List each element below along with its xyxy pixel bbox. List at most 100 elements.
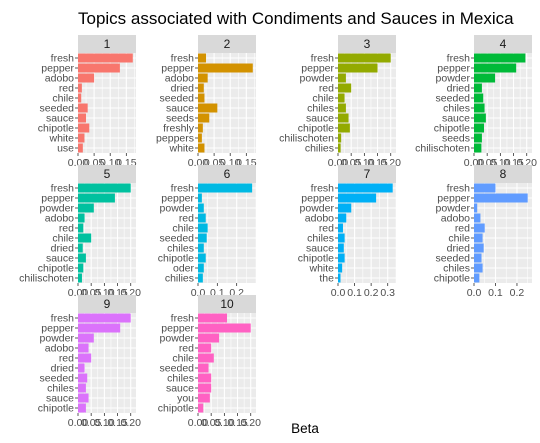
bar-pepper [338,193,377,203]
bar-pepper [78,193,115,203]
bar-pepper [78,323,121,333]
y-tick-label: adobo [45,73,74,85]
y-tick-label: pepper [437,63,470,75]
bar-sauce [338,113,349,123]
bar-chiles [198,243,204,253]
x-tick-label: 0.0 [467,287,482,299]
bar-fresh [78,313,131,323]
bar-chiles [474,103,485,113]
bar-chiles [474,263,483,273]
bar-sauce [78,113,87,123]
bar-fresh [198,183,253,193]
y-tick-label: adobo [45,213,74,225]
bar-pepper [198,63,253,73]
bar-chipotle [78,123,90,133]
y-tick-label: chipotle [434,273,470,285]
x-tick-label: 0.1 [347,287,362,299]
y-tick-label: powder [300,73,335,85]
x-tick-label: 0.2 [364,287,379,299]
x-tick-label: 0.0 [331,287,346,299]
x-tick-label: 0.10 [94,417,115,429]
bar-chile [474,233,483,243]
panel-strip [474,165,532,183]
bar-chipotle [78,263,84,273]
bar-use [78,143,83,153]
bar-red [78,83,82,93]
y-tick-label: dried [51,363,75,375]
panel-strip [338,35,396,53]
bar-chipotle [474,123,485,133]
y-tick-label: chile [52,93,74,105]
x-tick-label: 0.20 [121,417,142,429]
panel-4: 4 freshpepperpowderdriedseededchilessauce… [415,35,537,169]
bar-dried [474,83,482,93]
x-tick-label: 0.10 [214,417,235,429]
bar-pepper [78,63,120,73]
bar-powder [338,203,352,213]
y-tick-label: sauce [306,243,334,255]
bar-seeded [198,363,209,373]
panel-strip [474,35,532,53]
bar-pepper [198,193,202,203]
bar-adobo [338,213,347,223]
bar-red [198,343,212,353]
bar-powder [474,203,478,213]
y-tick-label: powder [436,73,471,85]
y-tick-label: chiles [167,373,194,385]
bar-sauce [78,253,86,263]
bar-pepper [338,63,378,73]
bar-powder [474,73,496,83]
bar-fresh [78,183,131,193]
bar-chipotle [474,273,480,283]
y-tick-label: dried [447,243,471,255]
chart-title: Topics associated with Condiments and Sa… [78,9,514,28]
bar-powder [198,333,220,343]
x-tick-label: 0.05 [81,417,102,429]
y-tick-label: chilischoten [19,273,74,285]
bar-chipotle [338,253,345,263]
bar-seeded [78,103,88,113]
panel-strip-label: 1 [104,37,111,51]
panel-strip [78,165,136,183]
bar-chile [338,93,345,103]
bar-fresh [338,183,393,193]
panel-strip-label: 6 [224,167,231,181]
y-tick-label: red [179,213,194,225]
bar-chilischoten [474,143,482,153]
y-tick-label: dried [447,83,471,95]
y-tick-label: red [455,223,470,235]
bar-adobo [78,213,85,223]
bar-seeded [474,93,484,103]
y-tick-label: fresh [311,53,335,65]
x-tick-label: 0.00 [188,417,209,429]
bar-powder [198,203,204,213]
facet-panels: 1freshpepperadoboredchileseededsaucechip… [19,35,537,429]
bar-seeded [198,93,205,103]
bar-red [338,223,343,233]
y-tick-label: chiles [47,383,74,395]
bar-sauce [474,113,486,123]
y-tick-label: chiles [307,103,334,115]
y-tick-label: sauce [306,113,334,125]
bar-red [198,213,206,223]
y-tick-label: powder [160,203,195,215]
y-tick-label: powder [40,203,75,215]
y-tick-label: chipotle [434,123,470,135]
y-tick-label: powder [300,203,335,215]
panel-strip-label: 4 [500,37,507,51]
y-tick-label: chile [312,93,334,105]
y-tick-label: seeded [160,363,195,375]
y-tick-label: red [179,343,194,355]
panel-5: 5 freshpepperpowderadoboredchiledriedsauc… [19,165,141,299]
bar-powder [338,73,346,83]
bar-dried [78,363,85,373]
bar-sauce [78,393,89,403]
panel-strip [78,35,136,53]
panel-strip-label: 10 [220,297,234,311]
bar-dried [198,83,204,93]
y-tick-label: pepper [41,63,74,75]
y-tick-label: oder [173,263,195,275]
y-tick-label: adobo [165,73,194,85]
y-tick-label: red [59,223,74,235]
y-tick-label: the [319,273,334,285]
